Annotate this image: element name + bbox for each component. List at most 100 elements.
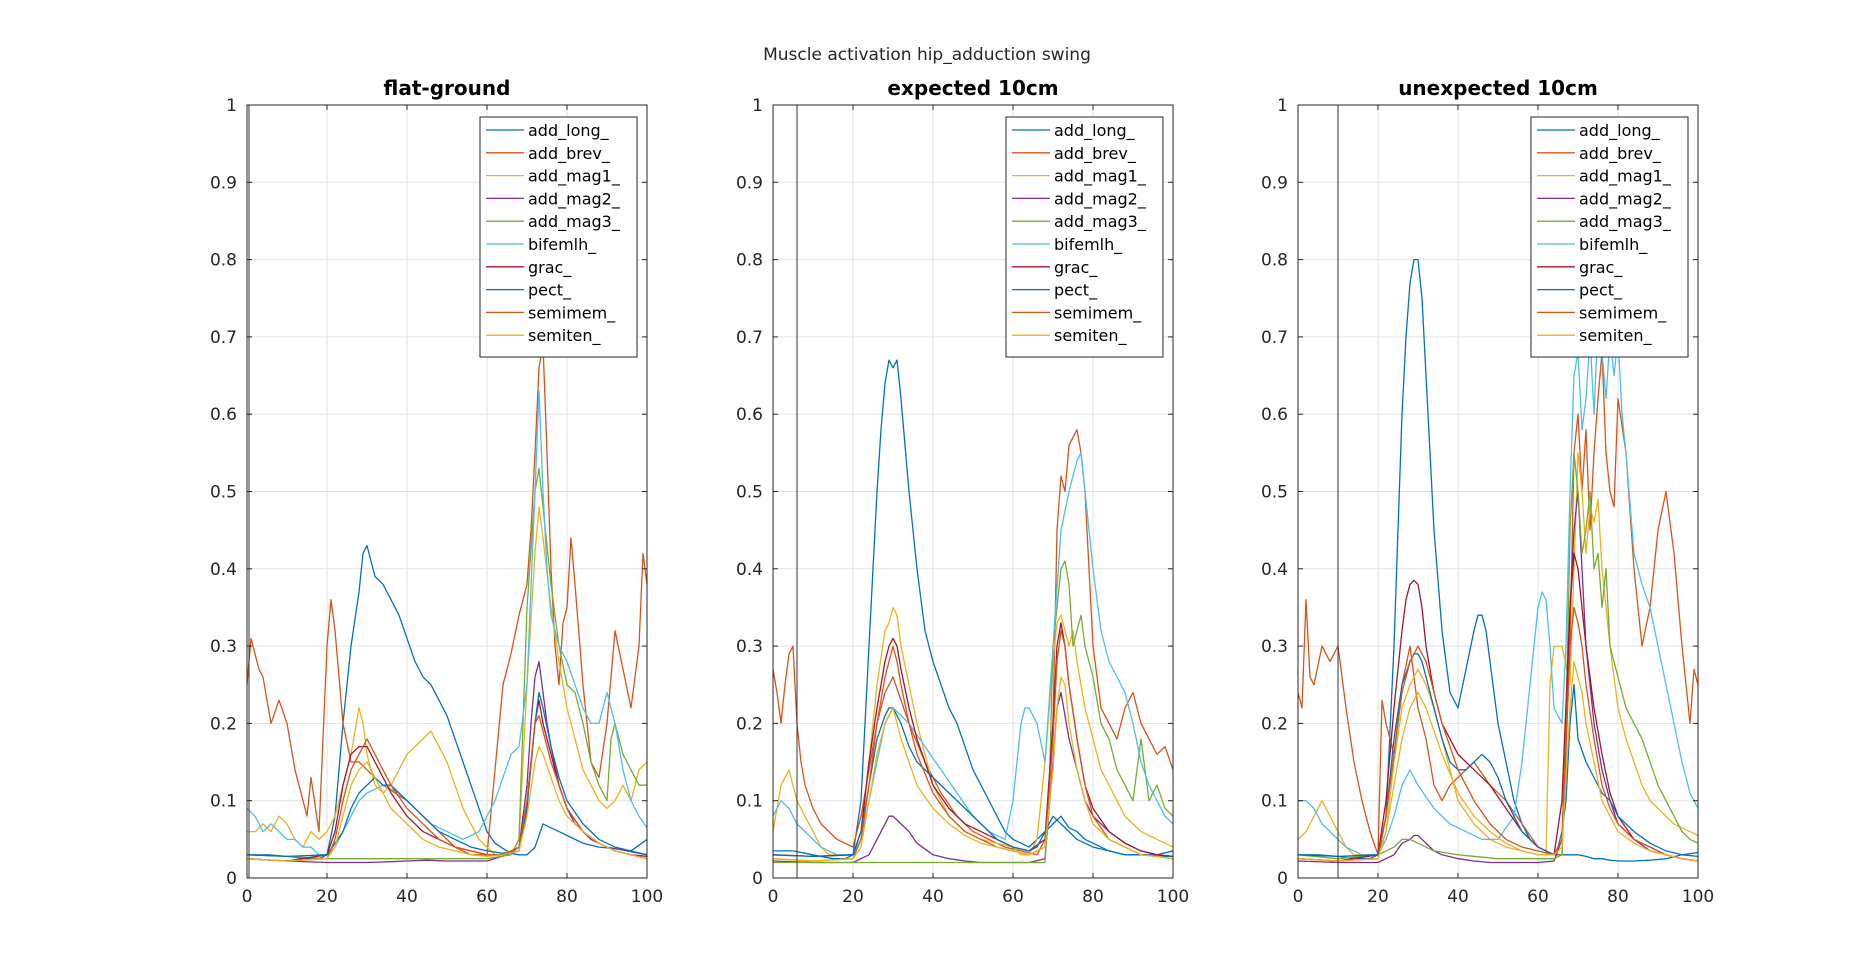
series-line-semimem <box>247 715 647 862</box>
legend-label: add_long_ <box>528 121 610 141</box>
y-tick-label: 0.3 <box>736 637 763 657</box>
y-tick-label: 0.6 <box>210 405 237 425</box>
legend-label: add_mag2_ <box>1054 189 1147 209</box>
x-tick-label: 100 <box>1157 887 1189 907</box>
legend-label: grac_ <box>1579 258 1623 278</box>
y-tick-label: 0 <box>752 869 763 889</box>
y-tick-label: 0.9 <box>210 173 237 193</box>
legend-label: add_brev_ <box>1054 144 1137 164</box>
x-tick-label: 20 <box>316 887 338 907</box>
legend-label: bifemlh_ <box>1054 235 1123 255</box>
series-line-add-mag3 <box>1298 452 1698 860</box>
legend-label: semiten_ <box>1579 326 1652 346</box>
y-tick-label: 0.7 <box>1261 328 1288 348</box>
legend-label: add_mag3_ <box>1054 212 1147 232</box>
x-tick-label: 80 <box>1607 887 1629 907</box>
x-tick-label: 40 <box>1447 887 1469 907</box>
legend-label: semiten_ <box>528 326 601 346</box>
legend-label: pect_ <box>528 281 572 301</box>
subplot-3: 0 20 40 60 80 100 0 0.1 0.2 0.3 0.4 0.5 0.6 0.7 0.8 0.9… <box>1261 76 1714 907</box>
legend-label: add_long_ <box>1579 121 1661 141</box>
legend-label: add_mag1_ <box>1579 167 1672 187</box>
series-group <box>1298 258 1698 864</box>
subplots: 0 20 40 60 80 10000.10.20.30.40.50.60.70.80.9… <box>210 76 1714 907</box>
legend-label: add_brev_ <box>1579 144 1662 164</box>
y-tick-label: 0.5 <box>1261 483 1288 503</box>
legend-label: add_mag2_ <box>1579 189 1672 209</box>
series-line-add-brev <box>1298 351 1698 856</box>
series-line-add-mag1 <box>247 506 647 856</box>
y-tick-label: 0.2 <box>210 714 237 734</box>
x-tick-label: 100 <box>631 887 663 907</box>
y-tick-label: 1 <box>752 96 763 116</box>
y-tick-label: 0.1 <box>736 792 763 812</box>
series-line-add-mag3 <box>773 560 1173 864</box>
x-tick-label: 80 <box>1082 887 1104 907</box>
series-line-semimem <box>1298 606 1698 862</box>
y-tick-label: 0.9 <box>736 173 763 193</box>
y-tick-label: 0.1 <box>1261 792 1288 812</box>
series-line-add-mag2 <box>1298 490 1698 864</box>
y-tick-label: 0 <box>226 869 237 889</box>
legend: add_long_ add_brev_ add_mag1_add_mag2_ add_… <box>1005 116 1164 358</box>
legend-label: semimem_ <box>1579 303 1667 323</box>
x-tick-label: 100 <box>1682 887 1714 907</box>
y-tick-label: 0.2 <box>1261 714 1288 734</box>
series-line-add-mag3 <box>247 467 647 860</box>
y-tick-label: 0.4 <box>210 560 237 580</box>
x-tick-label: 40 <box>396 887 418 907</box>
x-tick-label: 0 <box>1293 887 1304 907</box>
x-tick-label: 20 <box>1367 887 1389 907</box>
series-line-semiten <box>1298 660 1698 862</box>
y-tick-label: 0.3 <box>1261 637 1288 657</box>
subplot-title: flat-ground <box>384 76 511 100</box>
y-tick-label: 0.9 <box>1261 173 1288 193</box>
y-tick-label: 0.6 <box>1261 405 1288 425</box>
series-line-add-mag2 <box>247 660 647 864</box>
series-line-add-brev <box>773 429 1173 856</box>
subplot-1: 0 20 40 60 80 100 0 0.1 0.2 0.3 0.4 0.5 0.6 0.7 0.8 0.9… <box>210 76 663 907</box>
x-tick-label: 80 <box>556 887 578 907</box>
y-tick-label: 0.1 <box>210 792 237 812</box>
series-group <box>247 343 647 864</box>
y-tick-label: 0.7 <box>210 328 237 348</box>
y-tick-label: 0.8 <box>1261 251 1288 271</box>
series-line-grac <box>1298 552 1698 862</box>
x-tick-label: 0 <box>768 887 779 907</box>
series-line-bifemlh <box>247 390 647 856</box>
x-tick-label: 20 <box>842 887 864 907</box>
legend-label: add_mag1_ <box>528 167 621 187</box>
y-tick-label: 0.5 <box>210 483 237 503</box>
figure-title: Muscle activation hip_adduction swing <box>763 45 1091 65</box>
y-tick-label: 0.3 <box>210 637 237 657</box>
y-tick-label: 0.4 <box>1261 560 1288 580</box>
legend-label: add_long_ <box>1054 121 1136 141</box>
legend-label: bifemlh_ <box>1579 235 1648 255</box>
legend-label: add_mag3_ <box>528 212 621 232</box>
legend-label: pect_ <box>1579 281 1623 301</box>
subplot-title: unexpected 10cm <box>1398 76 1598 100</box>
legend-label: add_brev_ <box>528 144 611 164</box>
legend-label: add_mag3_ <box>1579 212 1672 232</box>
subplot-title: expected 10cm <box>887 76 1058 100</box>
legend-label: semiten_ <box>1054 326 1127 346</box>
series-line-bifemlh <box>773 452 1173 856</box>
legend-label: add_mag2_ <box>528 189 621 209</box>
y-tick-label: 0.7 <box>736 328 763 348</box>
series-line-add-long <box>773 359 1173 860</box>
y-tick-label: 0.5 <box>736 483 763 503</box>
legend: add_long_ add_brev_ add_mag1_add_mag2_ add_… <box>479 116 638 358</box>
series-group <box>773 359 1173 864</box>
series-line-pect <box>773 707 1173 858</box>
series-line-semiten <box>247 745 647 862</box>
y-tick-label: 0 <box>1277 869 1288 889</box>
y-tick-label: 0.4 <box>736 560 763 580</box>
y-tick-label: 1 <box>226 96 237 116</box>
series-line-pect <box>247 691 647 858</box>
legend-box <box>1530 116 1689 358</box>
x-tick-label: 0 <box>242 887 253 907</box>
series-line-grac <box>773 622 1173 858</box>
legend-label: semimem_ <box>528 303 616 323</box>
x-tick-label: 60 <box>476 887 498 907</box>
